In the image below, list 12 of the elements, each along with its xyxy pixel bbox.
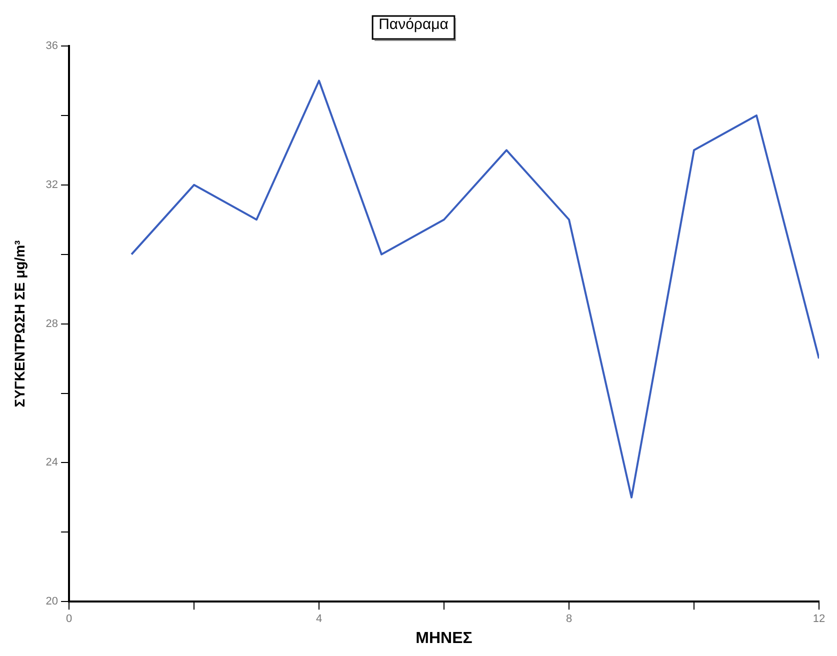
x-tick-label: 8 (566, 613, 572, 626)
x-axis-title: ΜΗΝΕΣ (416, 630, 473, 647)
x-tick-label: 0 (66, 613, 72, 626)
chart-title: Πανόραμα (378, 16, 449, 34)
y-tick-label: 24 (46, 456, 58, 469)
y-tick-label: 32 (46, 178, 58, 191)
y-tick-label: 36 (46, 40, 58, 52)
y-tick-label: 28 (46, 318, 58, 330)
x-tick-label: 4 (316, 613, 322, 626)
x-tick-label: 12 (812, 613, 826, 626)
y-tick-label: 20 (46, 596, 58, 608)
y-axis-title: ΣΥΓΚΕΝΤΡΩΣΗ ΣΕ μg/m³ (11, 240, 28, 408)
